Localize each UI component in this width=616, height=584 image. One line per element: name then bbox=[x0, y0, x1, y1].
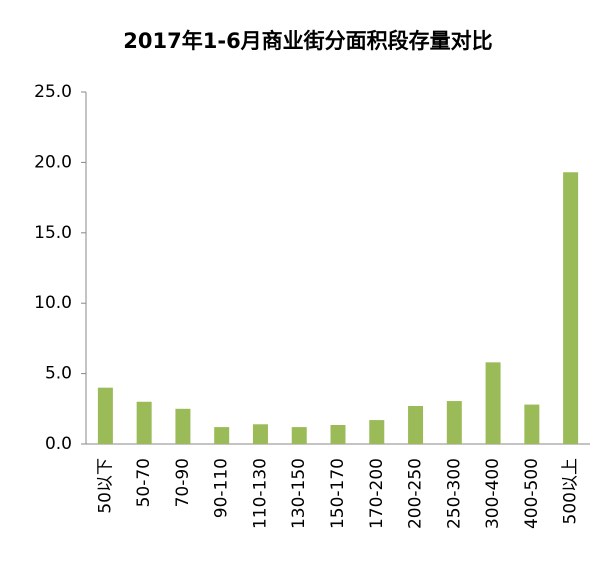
x-tick-label: 110-130 bbox=[250, 458, 270, 529]
y-tick-label: 5.0 bbox=[45, 364, 72, 384]
chart-title: 2017年1-6月商业街分面积段存量对比 bbox=[123, 29, 492, 53]
x-tick-label: 200-250 bbox=[406, 458, 426, 529]
bar bbox=[330, 424, 346, 444]
y-tick-label: 20.0 bbox=[34, 152, 72, 172]
x-tick-label: 90-110 bbox=[212, 458, 232, 518]
x-tick-label: 300-400 bbox=[483, 458, 503, 529]
x-tick-label: 250-300 bbox=[444, 458, 464, 529]
y-tick-label: 15.0 bbox=[34, 223, 72, 243]
bar bbox=[446, 401, 462, 444]
x-tick-label: 400-500 bbox=[522, 458, 542, 529]
bar bbox=[524, 404, 540, 444]
bar bbox=[252, 424, 268, 444]
bar bbox=[97, 387, 113, 444]
y-tick-label: 25.0 bbox=[34, 82, 72, 102]
x-tick-label: 170-200 bbox=[367, 458, 387, 529]
bar bbox=[408, 405, 424, 444]
x-tick-label: 130-150 bbox=[289, 458, 309, 529]
bar bbox=[563, 172, 579, 445]
x-tick-label: 70-90 bbox=[173, 458, 193, 507]
x-tick-label: 150-170 bbox=[328, 458, 348, 529]
x-tick-label: 500以上 bbox=[561, 458, 581, 524]
y-tick-label: 10.0 bbox=[34, 293, 72, 313]
bar bbox=[485, 362, 501, 444]
bar bbox=[175, 408, 191, 444]
x-tick-label: 50以下 bbox=[95, 458, 115, 514]
bar bbox=[214, 427, 230, 444]
y-tick-label: 0.0 bbox=[45, 434, 72, 454]
bar bbox=[136, 401, 152, 444]
bar bbox=[291, 427, 307, 444]
bar bbox=[369, 420, 385, 444]
x-tick-label: 50-70 bbox=[134, 458, 154, 507]
